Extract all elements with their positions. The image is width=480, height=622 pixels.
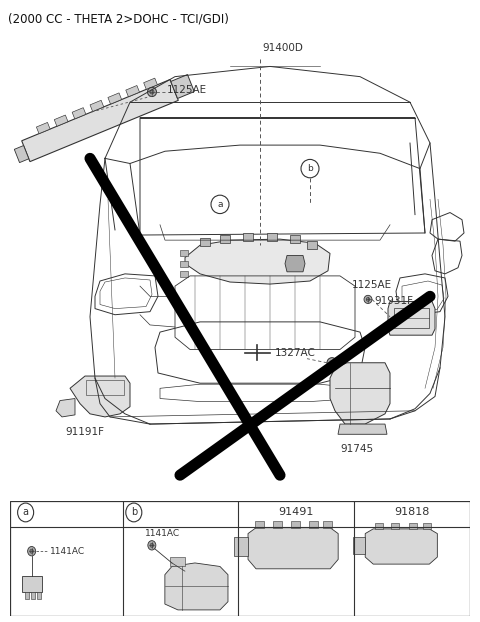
- Polygon shape: [170, 557, 185, 567]
- Text: 1125AE: 1125AE: [167, 85, 207, 95]
- Text: 1141AC: 1141AC: [49, 547, 85, 555]
- Bar: [409, 523, 417, 529]
- Bar: [243, 233, 253, 241]
- Text: 91491: 91491: [278, 508, 314, 518]
- Polygon shape: [234, 537, 248, 556]
- Polygon shape: [338, 424, 387, 434]
- Text: 1141AC: 1141AC: [145, 529, 180, 538]
- Text: 91191F: 91191F: [65, 427, 104, 437]
- Text: b: b: [131, 508, 137, 518]
- Bar: [36, 592, 41, 600]
- Bar: [394, 308, 429, 328]
- Circle shape: [30, 549, 34, 554]
- Bar: [180, 261, 188, 267]
- Circle shape: [148, 541, 156, 550]
- Circle shape: [150, 543, 154, 547]
- Bar: [267, 233, 277, 241]
- Bar: [423, 523, 432, 529]
- Bar: [375, 523, 383, 529]
- Bar: [323, 521, 332, 527]
- Bar: [255, 521, 264, 527]
- Circle shape: [366, 297, 370, 301]
- Polygon shape: [330, 363, 390, 424]
- Circle shape: [327, 358, 337, 368]
- Polygon shape: [248, 527, 338, 569]
- Text: 1125AE: 1125AE: [352, 280, 392, 290]
- Polygon shape: [285, 256, 305, 272]
- Circle shape: [330, 361, 334, 365]
- Text: 91745: 91745: [340, 443, 373, 453]
- Text: b: b: [307, 164, 313, 173]
- Bar: [22, 576, 42, 592]
- Text: (2000 CC - THETA 2>DOHC - TCI/GDI): (2000 CC - THETA 2>DOHC - TCI/GDI): [8, 12, 229, 26]
- Polygon shape: [56, 399, 75, 417]
- Polygon shape: [353, 537, 365, 554]
- Circle shape: [364, 295, 372, 304]
- Bar: [391, 523, 399, 529]
- Polygon shape: [165, 563, 228, 610]
- Polygon shape: [90, 100, 104, 111]
- Bar: [291, 521, 300, 527]
- Polygon shape: [36, 123, 50, 134]
- Bar: [200, 238, 210, 246]
- Bar: [24, 592, 29, 600]
- Polygon shape: [171, 75, 194, 98]
- Text: 91931F: 91931F: [374, 297, 413, 307]
- Bar: [309, 521, 318, 527]
- Polygon shape: [54, 115, 68, 126]
- Circle shape: [150, 90, 154, 94]
- Bar: [180, 251, 188, 256]
- Polygon shape: [388, 302, 435, 335]
- Bar: [180, 271, 188, 277]
- Polygon shape: [126, 85, 140, 97]
- Polygon shape: [14, 146, 29, 162]
- Text: a: a: [23, 508, 29, 518]
- Bar: [220, 235, 230, 243]
- Polygon shape: [72, 108, 86, 119]
- Text: 1327AC: 1327AC: [275, 348, 316, 358]
- Polygon shape: [144, 78, 157, 90]
- Circle shape: [28, 547, 36, 556]
- Circle shape: [147, 87, 156, 96]
- Bar: [31, 592, 35, 600]
- Bar: [307, 241, 317, 249]
- Polygon shape: [22, 80, 178, 162]
- Bar: [86, 380, 124, 396]
- Bar: [273, 521, 282, 527]
- Polygon shape: [185, 239, 330, 284]
- Polygon shape: [365, 529, 437, 564]
- Text: a: a: [217, 200, 223, 209]
- Polygon shape: [108, 93, 121, 104]
- Bar: [290, 235, 300, 243]
- Polygon shape: [70, 376, 130, 417]
- Text: 91818: 91818: [395, 508, 430, 518]
- Text: 91400D: 91400D: [262, 43, 303, 53]
